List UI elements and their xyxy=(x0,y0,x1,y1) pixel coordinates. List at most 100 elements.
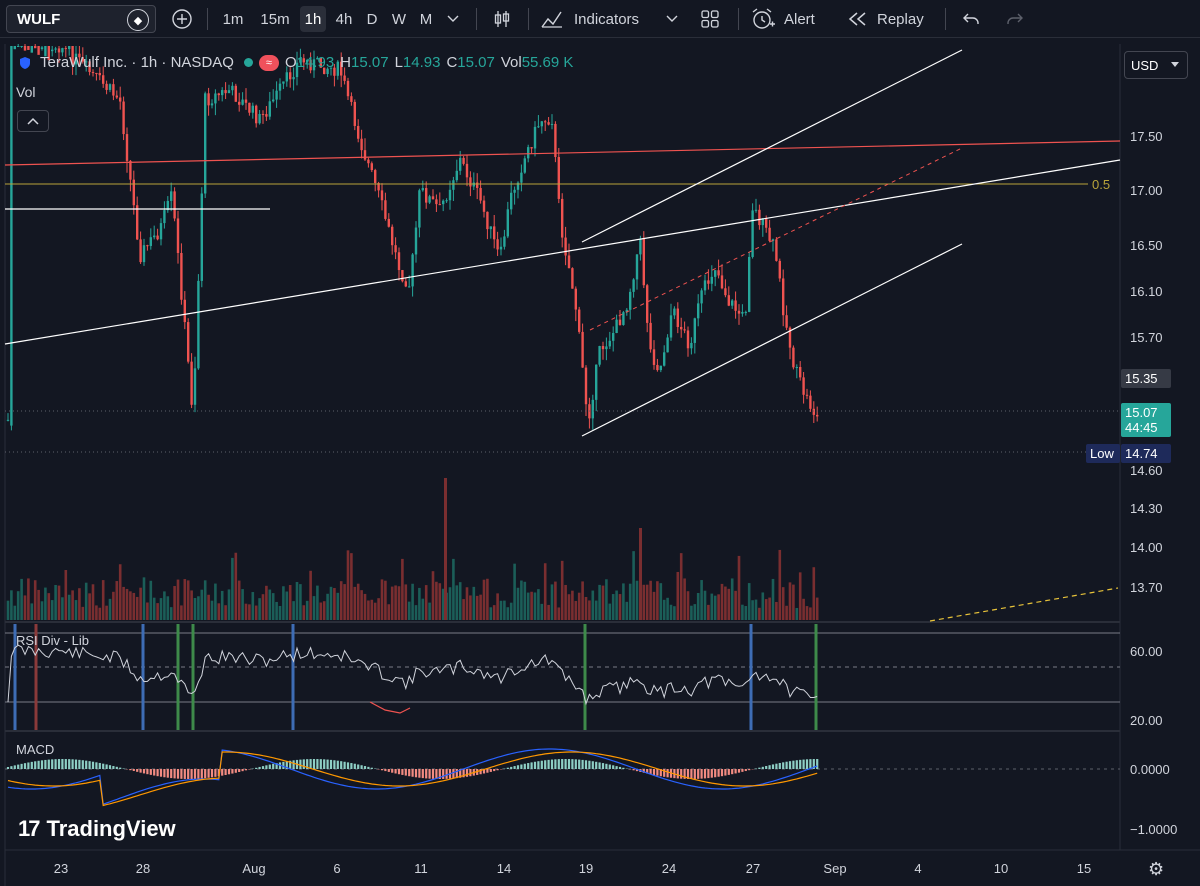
interval-d[interactable]: D xyxy=(366,10,378,28)
macd-histogram-bar xyxy=(758,767,761,769)
volume-bar xyxy=(50,600,54,620)
candle-body xyxy=(482,200,486,212)
candle-body xyxy=(282,81,285,84)
candle-body xyxy=(299,58,302,63)
interval-m[interactable]: M xyxy=(419,10,433,28)
interval-4h[interactable]: 4h xyxy=(335,10,353,28)
macd-histogram-bar xyxy=(697,769,700,779)
interval-dropdown-icon[interactable] xyxy=(443,6,463,32)
volume-bar xyxy=(197,596,200,620)
volume-bar xyxy=(683,578,686,620)
indicators-button[interactable]: Indicators xyxy=(540,6,652,32)
volume-bar xyxy=(118,564,122,620)
volume-spike xyxy=(444,478,447,620)
candle-body xyxy=(686,330,690,349)
macd-histogram-bar xyxy=(506,767,509,769)
volume-bar xyxy=(805,606,809,620)
macd-histogram-bar xyxy=(238,769,241,772)
volume-bar xyxy=(428,602,431,620)
rsi-divergence-marker xyxy=(191,624,195,730)
volume-bar xyxy=(520,580,523,620)
candle-body xyxy=(98,73,101,76)
candle-body xyxy=(132,179,135,206)
time-label: Sep xyxy=(823,861,847,876)
candle-body xyxy=(697,303,700,319)
undo-icon[interactable] xyxy=(958,6,984,32)
candle-body xyxy=(751,210,754,257)
compare-plus-icon[interactable] xyxy=(168,6,196,32)
candle-body xyxy=(285,72,288,82)
candle-body xyxy=(754,209,758,211)
volume-bar xyxy=(489,607,493,620)
volume-bar xyxy=(802,598,805,620)
interval-1m[interactable]: 1m xyxy=(222,10,244,28)
symbol-search[interactable]: WULF ◆ xyxy=(6,5,156,33)
volume-bar xyxy=(254,605,258,620)
volume-bar xyxy=(343,584,346,620)
candle-body xyxy=(612,332,615,341)
chart-canvas[interactable] xyxy=(0,44,1200,886)
volume-bar xyxy=(224,605,227,620)
macd-histogram-bar xyxy=(61,759,64,769)
macd-histogram-bar xyxy=(554,759,557,769)
macd-histogram-bar xyxy=(734,769,737,774)
candle-body xyxy=(578,309,581,332)
macd-histogram-bar xyxy=(292,760,295,769)
volume-bar xyxy=(231,557,234,620)
candle-body xyxy=(595,364,598,400)
interval-1h[interactable]: 1h xyxy=(300,6,326,32)
volume-bar xyxy=(564,584,567,620)
candle-body xyxy=(802,377,805,395)
macd-histogram-bar xyxy=(754,768,758,769)
candle-body xyxy=(44,46,47,57)
layout-grid-icon[interactable] xyxy=(696,6,724,32)
macd-histogram-bar xyxy=(540,760,543,769)
candle-body xyxy=(717,270,720,276)
candle-body xyxy=(414,227,418,255)
macd-histogram-bar xyxy=(115,766,118,769)
collapse-legend-button[interactable] xyxy=(17,110,49,132)
volume-bar xyxy=(615,590,618,620)
candle-body xyxy=(792,347,795,368)
volume-bar xyxy=(98,607,102,620)
macd-histogram-bar xyxy=(680,769,683,779)
macd-histogram-bar xyxy=(547,759,550,769)
candle-body xyxy=(652,349,656,365)
candle-body xyxy=(27,46,30,50)
macd-histogram-bar xyxy=(176,769,180,779)
settings-gear-icon[interactable]: ⚙ xyxy=(1148,859,1165,879)
candle-body xyxy=(6,419,10,421)
macd-histogram-bar xyxy=(244,769,248,771)
macd-histogram-bar xyxy=(435,769,438,779)
macd-histogram-bar xyxy=(700,769,703,779)
interval-w[interactable]: W xyxy=(391,10,407,28)
indicators-dropdown-icon[interactable] xyxy=(662,6,682,32)
volume-bar xyxy=(10,590,13,620)
volume-bar xyxy=(322,601,326,620)
candles-icon[interactable] xyxy=(488,6,516,32)
currency-selector[interactable]: USD xyxy=(1124,51,1188,79)
replay-button[interactable]: Replay xyxy=(846,6,932,32)
redo-icon[interactable] xyxy=(1002,6,1028,32)
interval-15m[interactable]: 15m xyxy=(260,10,290,28)
candle-body xyxy=(81,57,84,62)
macd-histogram-bar xyxy=(363,766,367,769)
macd-histogram-bar xyxy=(530,762,533,769)
candle-body xyxy=(476,182,479,188)
macd-histogram-bar xyxy=(493,769,496,772)
tradingview-logo[interactable]: 17 TradingView xyxy=(18,816,176,842)
channel-bottom-line xyxy=(581,243,963,437)
candle-body xyxy=(581,331,584,368)
volume-bar xyxy=(149,580,153,620)
macd-histogram-bar xyxy=(23,763,27,769)
candle-body xyxy=(306,59,309,63)
macd-histogram-bar xyxy=(265,765,268,769)
candle-body xyxy=(231,85,234,91)
diamond-icon[interactable]: ◆ xyxy=(127,9,149,31)
rsi-line xyxy=(7,644,818,706)
macd-histogram-bar xyxy=(799,759,802,769)
alert-button[interactable]: Alert xyxy=(750,6,828,32)
macd-histogram-bar xyxy=(584,760,588,769)
macd-histogram-bar xyxy=(282,761,285,769)
macd-histogram xyxy=(6,759,819,779)
